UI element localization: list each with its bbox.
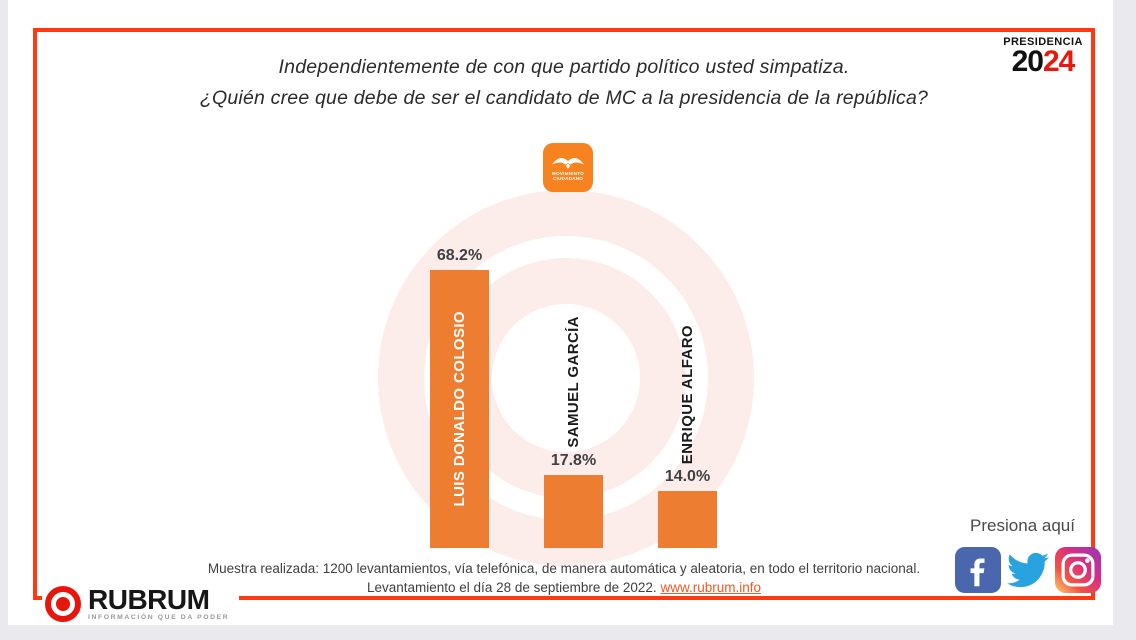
bar-enrique-alfaro bbox=[658, 491, 717, 548]
rubrum-website-link[interactable]: www.rubrum.info bbox=[660, 580, 761, 595]
eagle-icon bbox=[552, 157, 584, 169]
category-label-luis: LUIS DONALDO COLOSIO bbox=[430, 270, 489, 548]
social-icons-row bbox=[955, 547, 1101, 593]
value-label-samuel: 17.8% bbox=[550, 452, 597, 469]
value-label-luis: 68.2% bbox=[436, 247, 483, 264]
methodology-line1: Muestra realizada: 1200 levantamientos, … bbox=[207, 561, 921, 576]
twitter-icon[interactable] bbox=[1004, 549, 1052, 591]
facebook-icon[interactable] bbox=[955, 547, 1001, 593]
badge-title: PRESIDENCIA bbox=[1003, 36, 1083, 48]
rubrum-name: RUBRUM bbox=[88, 584, 210, 615]
bar-luis-donaldo-colosio bbox=[430, 270, 489, 548]
rubrum-bullseye-icon bbox=[45, 586, 81, 622]
presidencia-2024-badge: PRESIDENCIA 2024 bbox=[995, 36, 1091, 78]
bar-samuel-garcia bbox=[544, 475, 603, 548]
badge-year: 2024 bbox=[995, 45, 1091, 78]
rubrum-tagline: INFORMACIÓN QUE DA PODER bbox=[88, 614, 230, 621]
category-label-luis-text: LUIS DONALDO COLOSIO bbox=[451, 311, 468, 507]
badge-year-black: 20 bbox=[1011, 45, 1044, 78]
red-frame-border bbox=[33, 28, 1095, 600]
mc-logo-text: MOVIMIENTO CIUDADANO bbox=[552, 171, 584, 181]
methodology-line2: Levantamiento el día 28 de septiembre de… bbox=[33, 578, 1095, 597]
category-label-enrique: ENRIQUE ALFARO bbox=[658, 325, 717, 464]
category-label-enrique-text: ENRIQUE ALFARO bbox=[679, 324, 696, 464]
mc-party-logo: MOVIMIENTO CIUDADANO bbox=[543, 143, 593, 192]
question-title-line2: ¿Quién cree que debe de ser el candidato… bbox=[199, 87, 929, 109]
mc-logo-line1: MOVIMIENTO bbox=[552, 171, 584, 176]
question-title-line1: Independientemente de con que partido po… bbox=[278, 56, 850, 78]
rubrum-logo: RUBRUM INFORMACIÓN QUE DA PODER bbox=[42, 583, 240, 625]
methodology-line2-text: Levantamiento el día 28 de septiembre de… bbox=[366, 580, 661, 595]
methodology-note: Muestra realizada: 1200 levantamientos, … bbox=[33, 559, 1095, 597]
question-title: Independientemente de con que partido po… bbox=[33, 52, 1095, 114]
mc-logo-line2: CIUDADANO bbox=[552, 176, 584, 181]
presiona-aqui-label[interactable]: Presiona aquí bbox=[970, 516, 1075, 535]
instagram-icon[interactable] bbox=[1055, 547, 1101, 593]
badge-year-red: 24 bbox=[1043, 45, 1075, 78]
category-label-samuel-text: SAMUEL GARCÍA bbox=[565, 316, 582, 448]
category-label-samuel: SAMUEL GARCÍA bbox=[544, 316, 603, 448]
value-label-enrique: 14.0% bbox=[664, 468, 711, 485]
